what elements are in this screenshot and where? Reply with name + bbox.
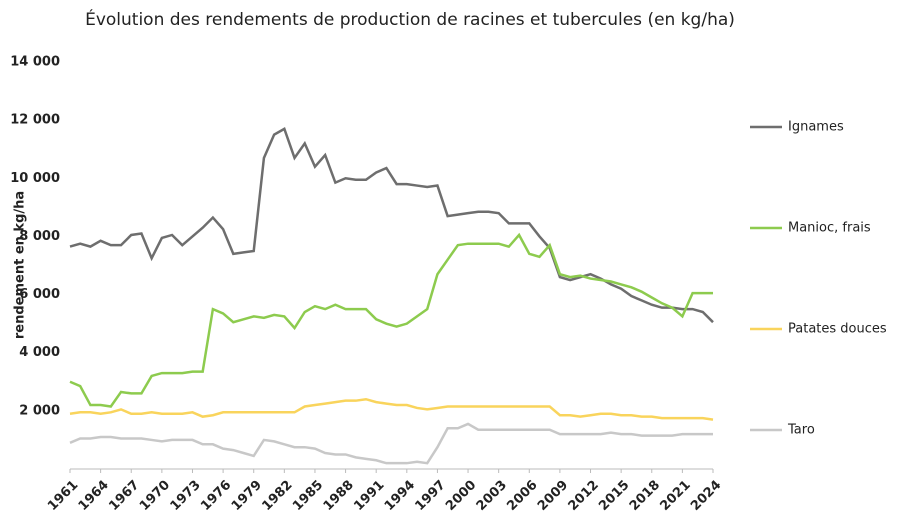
x-tick-label: 1973 bbox=[168, 478, 204, 514]
x-tick-label: 2021 bbox=[657, 478, 693, 514]
legend-label: Ignames bbox=[788, 120, 844, 135]
series-line bbox=[69, 422, 713, 465]
y-tick-label: 2 000 bbox=[19, 403, 60, 418]
y-axis-label: rendement en kg/ha bbox=[13, 191, 28, 339]
y-tick-label: 14 000 bbox=[10, 55, 60, 70]
legend-label: Manioc, frais bbox=[788, 221, 871, 236]
y-tick-label: 8 000 bbox=[19, 229, 60, 244]
x-tick-label: 1967 bbox=[106, 478, 142, 514]
x-tick-label: 1976 bbox=[198, 478, 234, 514]
legend-label: Taro bbox=[787, 423, 815, 438]
chart-title: Évolution des rendements de production d… bbox=[85, 8, 735, 30]
x-tick-label: 1991 bbox=[351, 478, 387, 514]
legend-label: Patates douces bbox=[788, 322, 887, 337]
x-tick-label: 2015 bbox=[596, 478, 632, 514]
y-tick-label: 12 000 bbox=[10, 113, 60, 128]
series-line bbox=[69, 127, 714, 324]
x-tick-label: 2012 bbox=[566, 478, 602, 514]
x-tick-label: 1994 bbox=[382, 478, 418, 514]
y-tick-label: 6 000 bbox=[19, 287, 60, 302]
x-tick-label: 1997 bbox=[413, 478, 449, 514]
x-tick-label: 2000 bbox=[443, 478, 479, 514]
y-tick-label: 4 000 bbox=[19, 345, 60, 360]
x-tick-label: 1988 bbox=[321, 478, 357, 514]
x-tick-label: 2024 bbox=[688, 478, 724, 514]
x-tick-label: 1979 bbox=[229, 478, 265, 514]
x-tick-label: 2003 bbox=[474, 478, 510, 514]
x-tick-label: 1970 bbox=[137, 478, 173, 514]
x-tick-label: 1982 bbox=[259, 478, 295, 514]
x-tick-label: 1961 bbox=[45, 478, 81, 514]
x-tick-label: 2009 bbox=[535, 478, 571, 514]
x-tick-label: 1964 bbox=[76, 478, 112, 514]
series-line bbox=[69, 397, 714, 421]
x-tick-label: 1985 bbox=[290, 478, 326, 514]
y-tick-label: 10 000 bbox=[10, 171, 60, 186]
x-tick-label: 2006 bbox=[504, 478, 540, 514]
x-tick-label: 2018 bbox=[627, 478, 663, 514]
series-line bbox=[69, 232, 713, 408]
